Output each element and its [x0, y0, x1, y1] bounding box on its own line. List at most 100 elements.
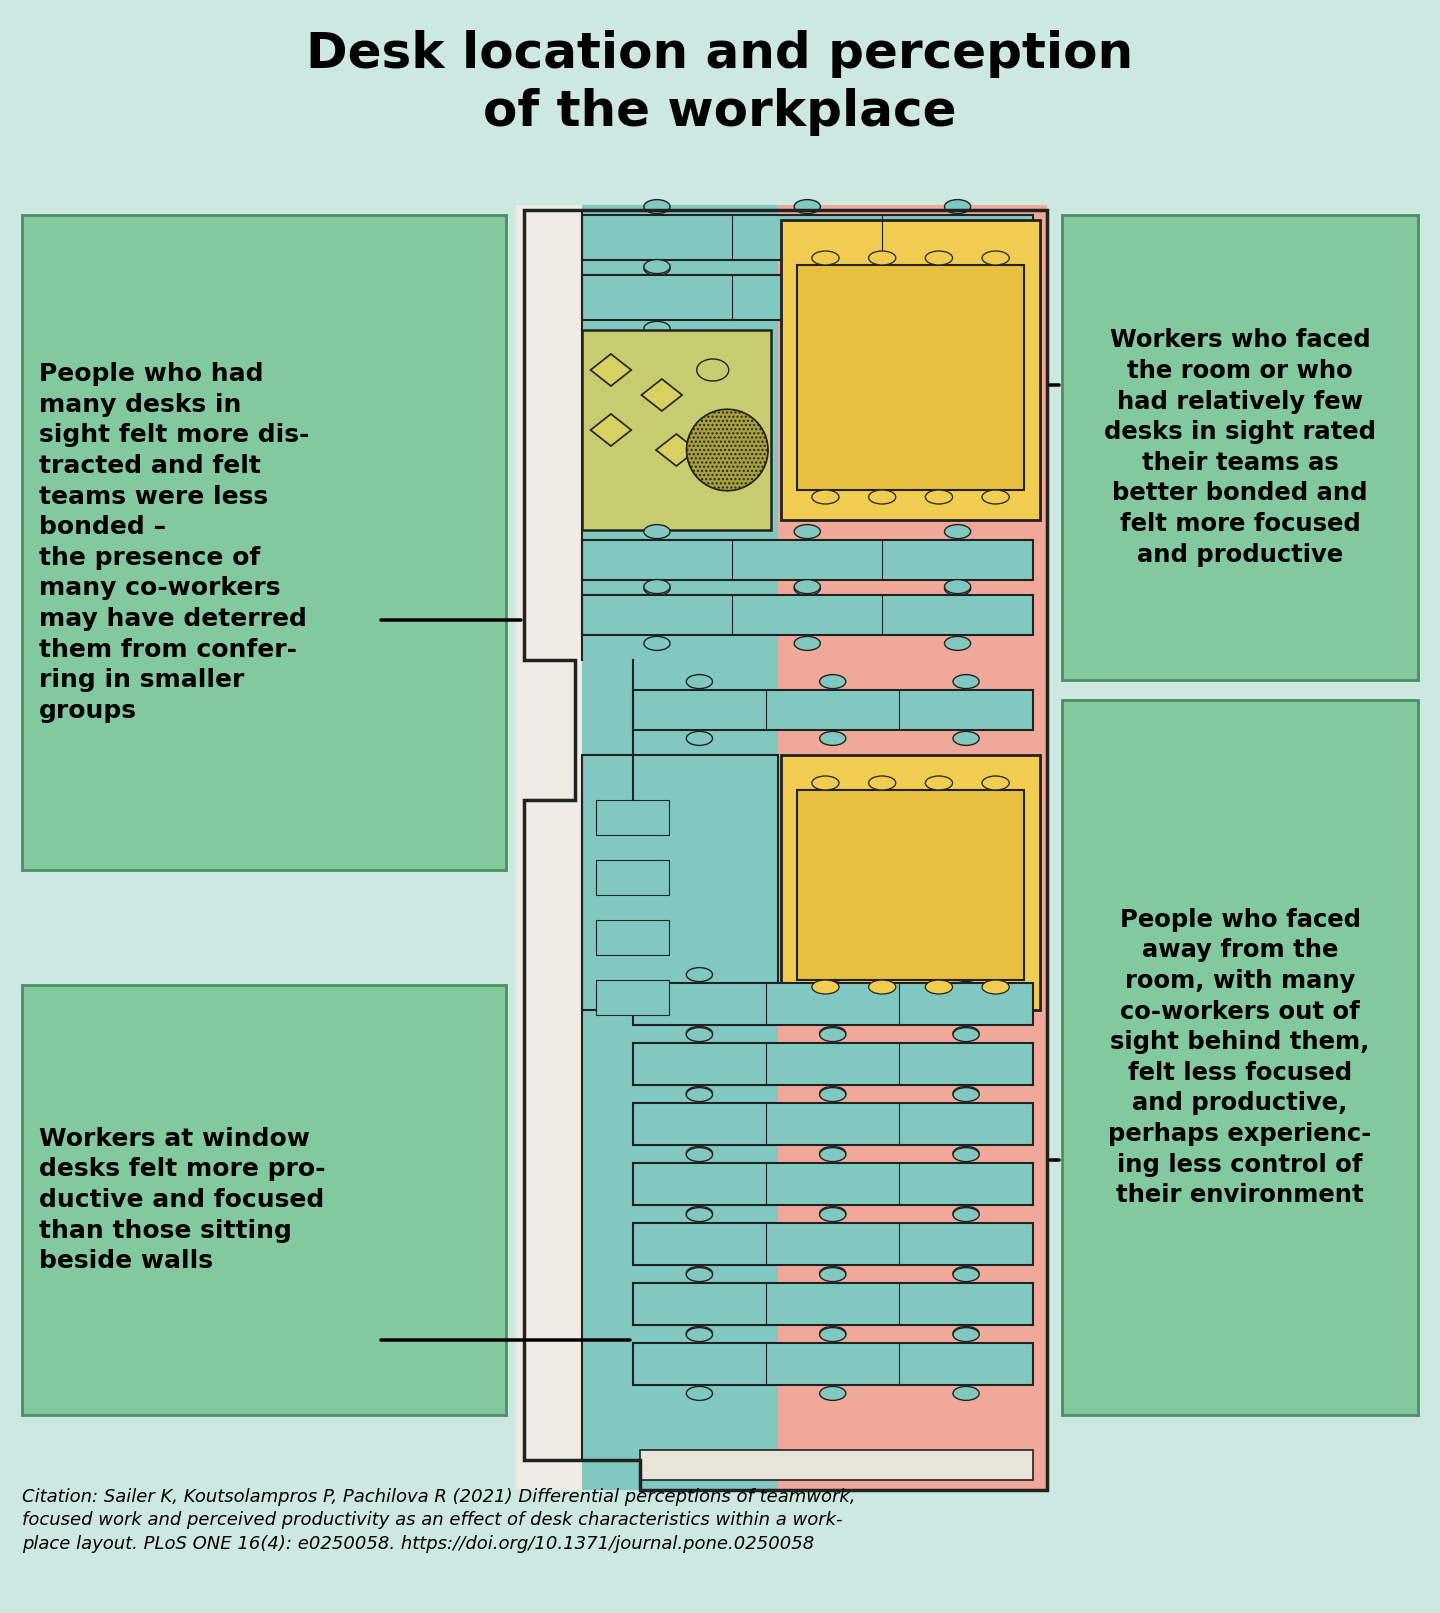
- Ellipse shape: [953, 1147, 979, 1160]
- Ellipse shape: [819, 1266, 845, 1281]
- Ellipse shape: [945, 524, 971, 539]
- Ellipse shape: [953, 674, 979, 689]
- Ellipse shape: [945, 581, 971, 595]
- Ellipse shape: [697, 360, 729, 381]
- Circle shape: [687, 410, 768, 490]
- Ellipse shape: [926, 981, 952, 994]
- Ellipse shape: [819, 1147, 845, 1161]
- Ellipse shape: [795, 261, 821, 276]
- Ellipse shape: [819, 1026, 845, 1040]
- Ellipse shape: [982, 981, 1009, 994]
- Ellipse shape: [644, 524, 670, 539]
- Ellipse shape: [687, 1327, 713, 1342]
- Ellipse shape: [644, 260, 670, 274]
- Ellipse shape: [812, 776, 840, 790]
- Polygon shape: [590, 353, 631, 386]
- Ellipse shape: [795, 321, 821, 336]
- Bar: [632, 1282, 1032, 1324]
- Ellipse shape: [953, 1387, 979, 1400]
- Ellipse shape: [953, 1026, 979, 1040]
- Text: Citation: Sailer K, Koutsolampros P, Pachilova R (2021) Differential perceptions: Citation: Sailer K, Koutsolampros P, Pac…: [22, 1487, 855, 1553]
- Ellipse shape: [953, 1327, 979, 1342]
- Bar: [632, 982, 1032, 1024]
- Ellipse shape: [819, 1268, 845, 1282]
- Ellipse shape: [926, 252, 952, 265]
- Ellipse shape: [819, 1326, 845, 1340]
- Ellipse shape: [812, 252, 840, 265]
- FancyBboxPatch shape: [1061, 215, 1418, 681]
- Bar: [596, 800, 670, 836]
- Ellipse shape: [795, 524, 821, 539]
- Ellipse shape: [926, 490, 952, 503]
- Ellipse shape: [868, 252, 896, 265]
- Ellipse shape: [687, 1087, 713, 1100]
- Text: People who faced
away from the
room, with many
co-workers out of
sight behind th: People who faced away from the room, wit…: [1109, 908, 1372, 1208]
- Ellipse shape: [795, 260, 821, 274]
- Bar: [582, 274, 1032, 319]
- FancyBboxPatch shape: [22, 215, 507, 869]
- Ellipse shape: [819, 1027, 845, 1042]
- Ellipse shape: [953, 1027, 979, 1042]
- Ellipse shape: [687, 1208, 713, 1221]
- Ellipse shape: [687, 1026, 713, 1040]
- Ellipse shape: [819, 1087, 845, 1102]
- Ellipse shape: [819, 1208, 845, 1221]
- Ellipse shape: [953, 968, 979, 982]
- Ellipse shape: [945, 261, 971, 276]
- Bar: [632, 1163, 1032, 1205]
- Ellipse shape: [819, 1087, 845, 1100]
- Bar: [780, 219, 1040, 519]
- Ellipse shape: [795, 581, 821, 595]
- Ellipse shape: [953, 731, 979, 745]
- Ellipse shape: [953, 1326, 979, 1340]
- Ellipse shape: [795, 637, 821, 650]
- Ellipse shape: [687, 1207, 713, 1221]
- Bar: [798, 265, 1024, 490]
- Ellipse shape: [953, 1207, 979, 1221]
- Bar: [632, 690, 1032, 731]
- Bar: [582, 331, 770, 531]
- Ellipse shape: [687, 731, 713, 745]
- Bar: [582, 595, 1032, 636]
- Ellipse shape: [953, 1087, 979, 1100]
- Ellipse shape: [687, 674, 713, 689]
- Bar: [517, 205, 1047, 1490]
- Ellipse shape: [687, 1266, 713, 1281]
- Bar: [780, 755, 1040, 1010]
- Ellipse shape: [687, 1147, 713, 1161]
- Bar: [582, 645, 632, 760]
- Ellipse shape: [982, 252, 1009, 265]
- Ellipse shape: [687, 1387, 713, 1400]
- Ellipse shape: [812, 981, 840, 994]
- Bar: [582, 755, 778, 1010]
- Bar: [596, 919, 670, 955]
- Bar: [582, 205, 778, 1490]
- Bar: [639, 1450, 1032, 1481]
- FancyBboxPatch shape: [22, 986, 507, 1415]
- Ellipse shape: [795, 200, 821, 213]
- Ellipse shape: [953, 1266, 979, 1281]
- Ellipse shape: [687, 968, 713, 982]
- Ellipse shape: [945, 200, 971, 213]
- Ellipse shape: [644, 581, 670, 595]
- Ellipse shape: [982, 490, 1009, 503]
- Bar: [596, 860, 670, 895]
- Text: Desk location and perception
of the workplace: Desk location and perception of the work…: [307, 31, 1133, 135]
- Ellipse shape: [953, 1147, 979, 1161]
- Ellipse shape: [868, 981, 896, 994]
- Ellipse shape: [945, 579, 971, 594]
- Text: Workers at window
desks felt more pro-
ductive and focused
than those sitting
be: Workers at window desks felt more pro- d…: [39, 1127, 325, 1273]
- Ellipse shape: [868, 776, 896, 790]
- Bar: [632, 1223, 1032, 1265]
- Ellipse shape: [945, 321, 971, 336]
- Ellipse shape: [819, 731, 845, 745]
- Ellipse shape: [644, 321, 670, 336]
- Ellipse shape: [812, 490, 840, 503]
- Ellipse shape: [953, 1208, 979, 1221]
- Ellipse shape: [945, 637, 971, 650]
- Ellipse shape: [945, 260, 971, 274]
- Ellipse shape: [819, 1327, 845, 1342]
- Ellipse shape: [644, 200, 670, 213]
- Text: Workers who faced
the room or who
had relatively few
desks in sight rated
their : Workers who faced the room or who had re…: [1104, 327, 1377, 566]
- Ellipse shape: [868, 490, 896, 503]
